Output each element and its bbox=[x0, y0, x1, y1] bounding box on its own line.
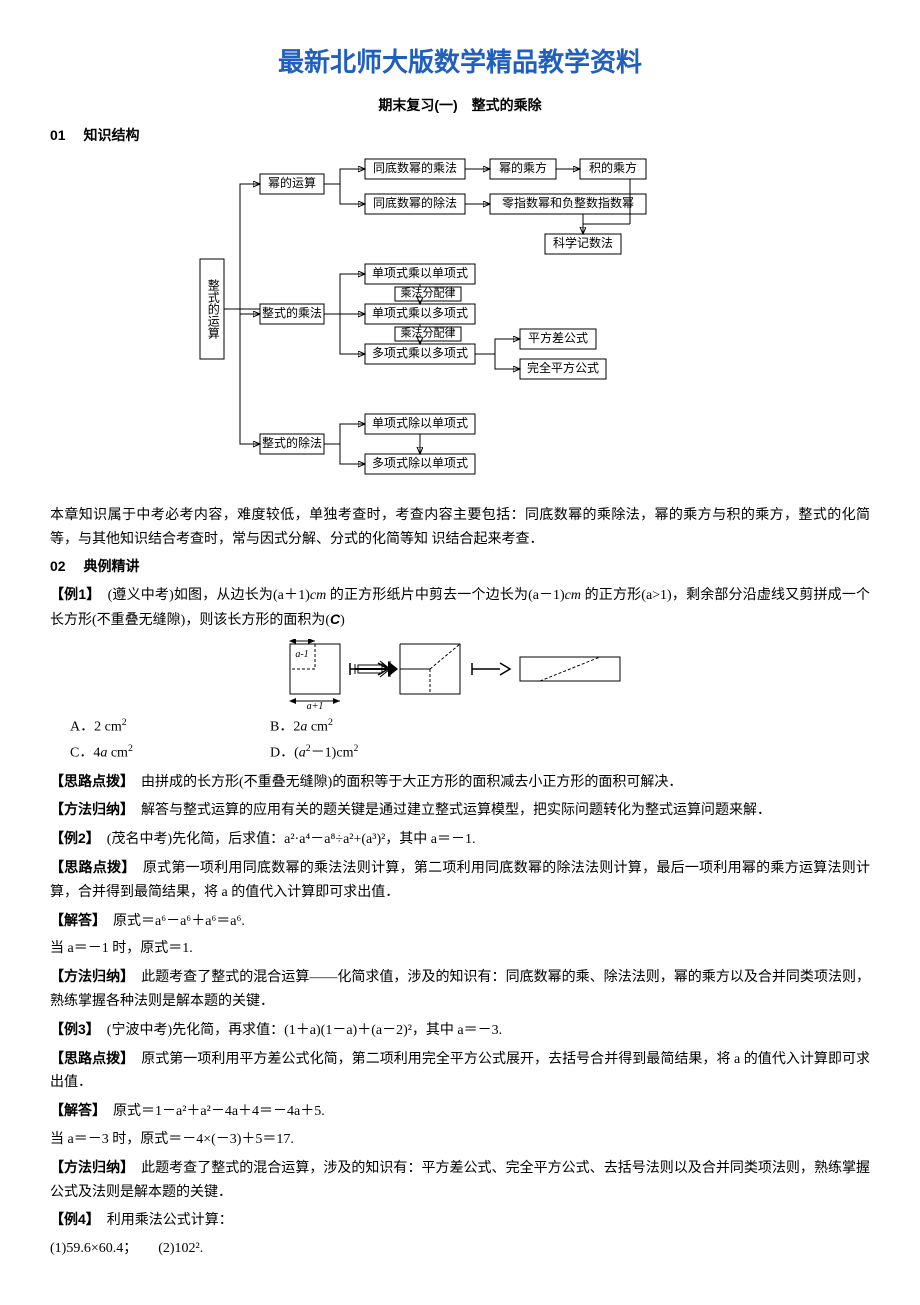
ex1-options-row1: A．2 cm2 B．2a cm2 bbox=[70, 715, 870, 739]
ex1-text-b: 的正方形纸片中剪去一个边长为(a－1) bbox=[326, 588, 564, 603]
sub-title: 期末复习(一) 整式的乘除 bbox=[50, 94, 870, 118]
ex3-ff-head: 【方法归纳】 bbox=[50, 1159, 127, 1175]
ex1-sl: 【思路点拨】 由拼成的长方形(不重叠无缝隙)的面积等于大正方形的面积减去小正方形… bbox=[50, 770, 870, 795]
ex3-jd-head: 【解答】 bbox=[50, 1102, 99, 1118]
node-a2: 同底数幂的除法 bbox=[373, 195, 457, 210]
ex3-sl: 【思路点拨】 原式第一项利用平方差公式化简，第二项利用完全平方公式展开，去括号合… bbox=[50, 1047, 870, 1096]
ex3-sl-body: 原式第一项利用平方差公式化简，第二项利用完全平方公式展开，去括号合并得到最简结果… bbox=[50, 1052, 870, 1091]
example-1: 【例1】 (遵义中考)如图，从边长为(a＋1)cm 的正方形纸片中剪去一个边长为… bbox=[50, 583, 870, 633]
opt-c: C．4a cm2 bbox=[70, 741, 270, 765]
node-c: 整式的除法 bbox=[262, 435, 322, 450]
ex2-head: 【例2】 bbox=[50, 830, 93, 846]
label-dist2: 乘法分配律 bbox=[401, 325, 456, 339]
ex3-jd: 【解答】 原式＝1－a²＋a²－4a＋4＝－4a＋5. bbox=[50, 1099, 870, 1124]
ex2-sl-head: 【思路点拨】 bbox=[50, 859, 129, 875]
node-a1: 同底数幂的乘法 bbox=[373, 160, 457, 175]
ex1-sl-head: 【思路点拨】 bbox=[50, 773, 127, 789]
ex1-sl-body: 由拼成的长方形(不重叠无缝隙)的面积等于大正方形的面积减去小正方形的面积可解决． bbox=[127, 775, 682, 790]
node-c1: 单项式除以单项式 bbox=[372, 415, 468, 430]
ex1-text-a: (遵义中考)如图，从边长为(a＋1) bbox=[93, 588, 309, 603]
ex2-jd-head: 【解答】 bbox=[50, 912, 99, 928]
ex1-ff-body: 解答与整式运算的应用有关的题关键是通过建立整式运算模型，把实际问题转化为整式运算… bbox=[127, 803, 771, 818]
fig-label-bottom: a+1 bbox=[307, 701, 324, 709]
section-02-head: 02 典例精讲 bbox=[50, 555, 870, 579]
ex2-sl-body: 原式第一项利用同底数幂的乘法法则计算，第二项利用同底数幂的除法法则计算，最后一项… bbox=[50, 861, 870, 900]
node-b2: 单项式乘以多项式 bbox=[372, 306, 468, 320]
ex2-sl: 【思路点拨】 原式第一项利用同底数幂的乘法法则计算，第二项利用同底数幂的除法法则… bbox=[50, 856, 870, 905]
node-a2r: 零指数幂和负整数指数幂 bbox=[502, 195, 634, 210]
ex2-jd-body: 原式＝a⁶－a⁶＋a⁶＝a⁶. bbox=[99, 914, 245, 929]
ex3-body: (宁波中考)先化简，再求值：(1＋a)(1－a)＋(a－2)²，其中 a＝－3. bbox=[93, 1023, 502, 1038]
node-c2: 多项式除以单项式 bbox=[372, 455, 468, 470]
example-1-figure: a-1 a+1 bbox=[50, 639, 870, 709]
ex3-sl-head: 【思路点拨】 bbox=[50, 1050, 127, 1066]
ex2-ff-body: 此题考查了整式的混合运算——化简求值，涉及的知识有：同底数幂的乘、除法法则，幂的… bbox=[50, 970, 870, 1009]
ex3-jd2: 当 a＝－3 时，原式＝－4×(－3)＋5＝17. bbox=[50, 1128, 870, 1152]
ex1-head: 【例1】 bbox=[50, 586, 93, 602]
opt-d: D．(a2－1)cm2 bbox=[270, 741, 470, 765]
ex2-jd2: 当 a＝－1 时，原式＝1. bbox=[50, 937, 870, 961]
node-a1r2: 积的乘方 bbox=[589, 160, 637, 175]
ex3-ff: 【方法归纳】 此题考查了整式的混合运算，涉及的知识有：平方差公式、完全平方公式、… bbox=[50, 1156, 870, 1205]
intro-paragraph: 本章知识属于中考必考内容，难度较低，单独考查时，考查内容主要包括：同底数幂的乘除… bbox=[50, 504, 870, 552]
opt-a: A．2 cm2 bbox=[70, 715, 270, 739]
ex4-q: (1)59.6×60.4； (2)102². bbox=[50, 1237, 870, 1261]
ex1-ff: 【方法归纳】 解答与整式运算的应用有关的题关键是通过建立整式运算模型，把实际问题… bbox=[50, 798, 870, 823]
node-wq: 完全平方公式 bbox=[527, 360, 599, 375]
node-sci: 科学记数法 bbox=[553, 235, 613, 250]
node-b1: 单项式乘以单项式 bbox=[372, 266, 468, 280]
opt-b: B．2a cm2 bbox=[270, 715, 470, 739]
ex1-answer: C bbox=[330, 611, 340, 627]
label-dist1: 乘法分配律 bbox=[401, 285, 456, 299]
node-pf: 平方差公式 bbox=[528, 330, 588, 345]
ex3-head: 【例3】 bbox=[50, 1021, 93, 1037]
ex4-head: 【例4】 bbox=[50, 1211, 93, 1227]
ex2-body: (茂名中考)先化简，后求值：a²·a⁴－a⁸÷a²+(a³)²，其中 a＝－1. bbox=[93, 832, 476, 847]
ex1-options-row2: C．4a cm2 D．(a2－1)cm2 bbox=[70, 741, 870, 765]
node-b3: 多项式乘以多项式 bbox=[372, 346, 468, 360]
ex2-ff: 【方法归纳】 此题考查了整式的混合运算——化简求值，涉及的知识有：同底数幂的乘、… bbox=[50, 965, 870, 1014]
ex4-body: 利用乘法公式计算： bbox=[93, 1213, 233, 1228]
ex3-jd-body: 原式＝1－a²＋a²－4a＋4＝－4a＋5. bbox=[99, 1104, 325, 1119]
ex2-ff-head: 【方法归纳】 bbox=[50, 968, 127, 984]
node-a: 幂的运算 bbox=[268, 175, 316, 190]
example-3: 【例3】 (宁波中考)先化简，再求值：(1＋a)(1－a)＋(a－2)²，其中 … bbox=[50, 1018, 870, 1043]
node-b: 整式的乘法 bbox=[262, 305, 322, 320]
ex3-ff-body: 此题考查了整式的混合运算，涉及的知识有：平方差公式、完全平方公式、去括号法则以及… bbox=[50, 1161, 870, 1200]
ex1-text-d: ) bbox=[340, 613, 345, 628]
fig-label-top: a-1 bbox=[295, 649, 308, 660]
section-01-head: 01 知识结构 bbox=[50, 124, 870, 148]
node-root: 整式的运算 bbox=[206, 277, 220, 338]
ex2-jd: 【解答】 原式＝a⁶－a⁶＋a⁶＝a⁶. bbox=[50, 909, 870, 934]
flowchart-diagram: 整式的运算 幂的运算 整式的乘法 整式的除法 同底数幂的乘法 同底数幂的除法 幂… bbox=[50, 154, 870, 494]
node-a1r: 幂的乘方 bbox=[499, 160, 547, 175]
main-title: 最新北师大版数学精品教学资料 bbox=[50, 40, 870, 84]
example-4: 【例4】 利用乘法公式计算： bbox=[50, 1208, 870, 1233]
example-2: 【例2】 (茂名中考)先化简，后求值：a²·a⁴－a⁸÷a²+(a³)²，其中 … bbox=[50, 827, 870, 852]
ex1-ff-head: 【方法归纳】 bbox=[50, 801, 127, 817]
